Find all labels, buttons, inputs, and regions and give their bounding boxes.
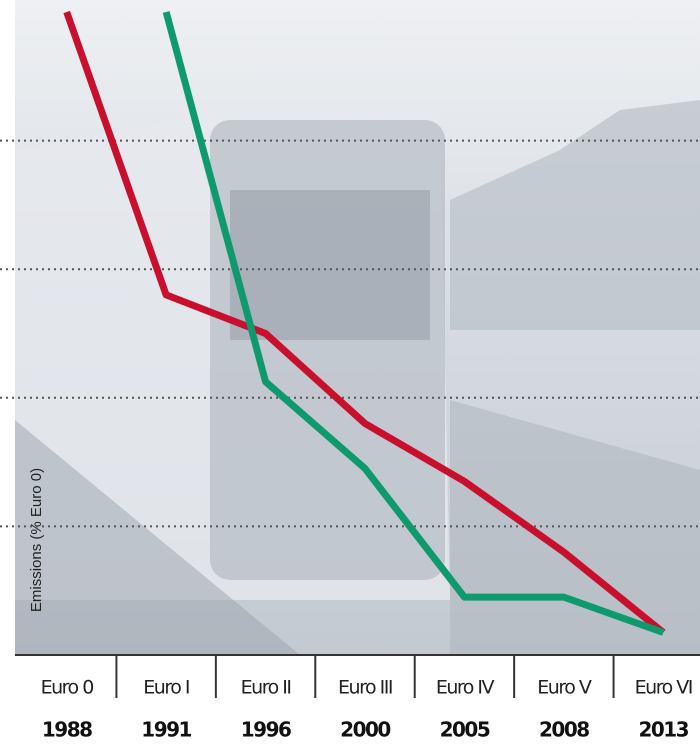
x-tick-year: 2000 (340, 718, 390, 742)
x-tick-label: Euro VI (635, 677, 692, 699)
x-tick-label: Euro V (537, 677, 592, 699)
background-photo (15, 0, 700, 655)
x-tick-year: 2013 (638, 718, 688, 742)
x-tick-year: 2005 (440, 718, 490, 742)
x-tick-year: 2008 (539, 718, 589, 742)
x-tick-label: Euro IV (436, 677, 495, 699)
x-tick-year: 1991 (141, 718, 191, 742)
y-axis-label: Emissions (% Euro 0) (28, 468, 45, 612)
x-tick-year: 1996 (241, 718, 291, 742)
x-tick-label: Euro I (143, 677, 189, 699)
series-line (162, 11, 665, 636)
x-tick-label: Euro II (241, 677, 291, 699)
x-tick-label: Euro III (338, 677, 392, 699)
x-tick-year: 1988 (42, 718, 92, 742)
x-tick-label: Euro 0 (41, 677, 94, 699)
series-line (63, 10, 666, 636)
